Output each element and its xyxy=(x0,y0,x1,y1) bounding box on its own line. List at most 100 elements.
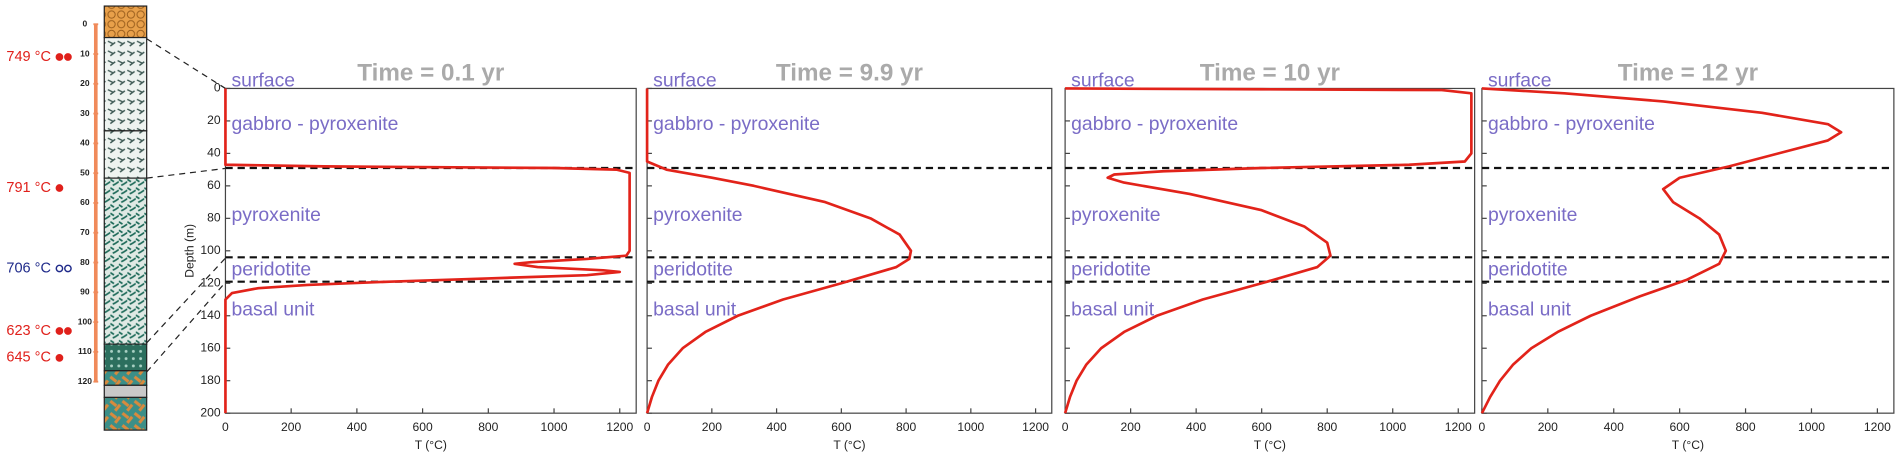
x-tick-label: 600 xyxy=(831,420,851,434)
depth-tick-label: 30 xyxy=(80,108,90,118)
x-tick-label: 200 xyxy=(281,420,301,434)
layer-label: gabbro - pyroxenite xyxy=(1071,113,1238,135)
layer-label: peridotite xyxy=(231,258,311,280)
plot-frame xyxy=(1064,87,1476,414)
layer-label: surface xyxy=(653,69,717,91)
layer-label: gabbro - pyroxenite xyxy=(1488,113,1655,135)
x-tick-label: 600 xyxy=(1670,420,1690,434)
layer-label: pyroxenite xyxy=(231,204,320,226)
x-tick-label: 200 xyxy=(702,420,722,434)
y-tick-label: 140 xyxy=(200,308,220,322)
sample-marker xyxy=(55,53,64,61)
layer-label: surface xyxy=(1071,69,1135,91)
x-tick-label: 0 xyxy=(1479,420,1486,434)
x-tick-label: 1000 xyxy=(541,420,568,434)
y-tick-label: 40 xyxy=(207,146,221,160)
depth-tick-label: 20 xyxy=(80,78,90,88)
sample-label: 706 °C xyxy=(6,260,51,276)
x-axis-label: T (°C) xyxy=(415,438,447,452)
y-tick-label: 180 xyxy=(200,373,220,387)
connector xyxy=(146,281,226,373)
sample-marker xyxy=(64,327,72,335)
sample-marker xyxy=(55,264,64,273)
plot-frame xyxy=(224,87,637,414)
x-tick-label: 600 xyxy=(412,420,432,434)
depth-tick-label: 60 xyxy=(80,197,90,207)
x-tick-label: 400 xyxy=(1604,420,1624,434)
depth-tick-label: 120 xyxy=(78,376,92,386)
y-axis-label: Depth (m) xyxy=(183,224,197,278)
layer-label: basal unit xyxy=(653,298,737,320)
x-tick-label: 200 xyxy=(1121,420,1141,434)
depth-tick-label: 0 xyxy=(83,18,88,28)
depth-tick-label: 40 xyxy=(80,138,90,148)
x-tick-label: 400 xyxy=(1186,420,1206,434)
sample-label: 645 °C xyxy=(6,350,51,366)
temperature-profile xyxy=(645,88,913,414)
layer-block xyxy=(103,370,148,386)
x-tick-label: 0 xyxy=(644,420,651,434)
sample-marker xyxy=(64,264,72,273)
y-tick-label: 200 xyxy=(200,405,220,419)
layer-block xyxy=(103,396,148,431)
x-tick-label: 1000 xyxy=(957,420,984,434)
layer-label: pyroxenite xyxy=(653,204,742,226)
sample-label: 791 °C xyxy=(6,180,51,196)
x-tick-label: 200 xyxy=(1538,420,1558,434)
layer-label: pyroxenite xyxy=(1488,204,1577,226)
x-tick-label: 400 xyxy=(766,420,786,434)
connector xyxy=(146,167,226,179)
layer-label: basal unit xyxy=(1071,298,1155,320)
sample-marker xyxy=(64,53,72,61)
panel-title: Time = 12 yr xyxy=(1618,59,1759,86)
layer-label: gabbro - pyroxenite xyxy=(231,113,398,135)
strat-column xyxy=(93,5,148,431)
x-tick-label: 1200 xyxy=(606,420,633,434)
layer-label: basal unit xyxy=(1488,298,1572,320)
x-tick-label: 0 xyxy=(1062,420,1069,434)
layer-block xyxy=(103,177,148,345)
depth-tick-label: 100 xyxy=(78,316,92,326)
temperature-profile xyxy=(1480,87,1843,414)
x-tick-label: 1000 xyxy=(1798,420,1825,434)
connector xyxy=(146,257,226,344)
depth-tick-label: 10 xyxy=(80,48,90,58)
layer-label: surface xyxy=(231,69,295,91)
x-axis-label: T (°C) xyxy=(833,438,865,452)
layer-label: peridotite xyxy=(1071,258,1151,280)
y-tick-label: 20 xyxy=(207,113,221,127)
x-tick-label: 800 xyxy=(896,420,916,434)
depth-tick-label: 80 xyxy=(80,257,90,267)
sample-marker xyxy=(55,184,64,192)
y-tick-label: 0 xyxy=(214,81,221,95)
connector xyxy=(146,38,226,89)
x-tick-label: 1200 xyxy=(1445,420,1472,434)
panel-title: Time = 9.9 yr xyxy=(776,59,924,86)
panel-title: Time = 10 yr xyxy=(1200,59,1341,86)
depth-tick-label: 90 xyxy=(80,287,90,297)
layer-label: surface xyxy=(1488,69,1552,91)
sample-marker xyxy=(55,327,64,335)
x-tick-label: 1000 xyxy=(1379,420,1406,434)
depth-tick-label: 110 xyxy=(78,346,92,356)
sample-marker xyxy=(55,353,64,362)
x-axis-label: T (°C) xyxy=(1254,438,1286,452)
layer-block xyxy=(103,130,148,179)
layer-label: basal unit xyxy=(231,298,315,320)
x-tick-label: 0 xyxy=(222,420,229,434)
x-tick-label: 800 xyxy=(478,420,498,434)
sample-label: 623 °C xyxy=(6,323,51,339)
temperature-profile xyxy=(224,88,631,414)
x-tick-label: 800 xyxy=(1735,420,1755,434)
layer-label: peridotite xyxy=(1488,258,1568,280)
x-tick-label: 400 xyxy=(347,420,367,434)
layer-block xyxy=(103,5,148,39)
x-tick-label: 600 xyxy=(1252,420,1272,434)
x-tick-label: 1200 xyxy=(1022,420,1049,434)
plot-frame xyxy=(646,87,1053,414)
connectors xyxy=(146,38,226,373)
y-tick-label: 160 xyxy=(200,340,220,354)
temperature-profile xyxy=(1063,87,1473,414)
panel-title: Time = 0.1 yr xyxy=(357,59,505,86)
